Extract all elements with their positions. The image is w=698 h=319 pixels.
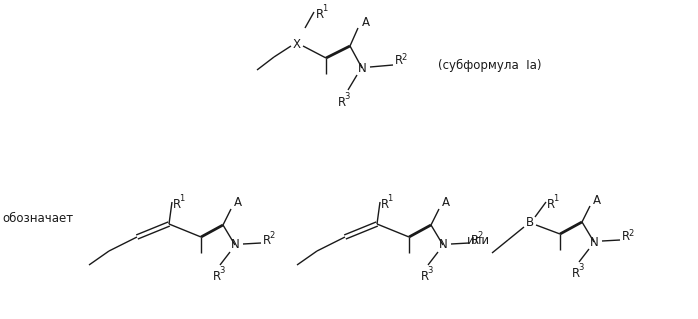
Text: 2: 2 [269, 232, 274, 241]
Text: R: R [173, 198, 181, 211]
Text: A: A [442, 197, 450, 210]
Text: 3: 3 [219, 266, 224, 275]
Text: R: R [421, 270, 429, 283]
Text: 3: 3 [578, 263, 584, 272]
Text: A: A [362, 16, 370, 28]
Text: 2: 2 [401, 53, 406, 62]
Text: R: R [622, 231, 630, 243]
Text: 3: 3 [427, 266, 432, 275]
Text: R: R [263, 234, 271, 247]
Text: 1: 1 [179, 194, 184, 203]
Text: A: A [234, 197, 242, 210]
Text: R: R [395, 55, 403, 68]
Text: R: R [316, 8, 324, 21]
Text: 2: 2 [477, 232, 482, 241]
Text: R: R [213, 270, 221, 283]
Text: X: X [293, 39, 301, 51]
Text: R: R [572, 267, 580, 280]
Text: R: R [471, 234, 479, 247]
Text: N: N [590, 235, 598, 249]
Text: обозначает: обозначает [2, 211, 73, 225]
Text: N: N [438, 239, 447, 251]
Text: 1: 1 [322, 4, 327, 13]
Text: 1: 1 [387, 194, 392, 203]
Text: B: B [526, 216, 534, 228]
Text: (субформула  Ia): (субформула Ia) [438, 58, 542, 71]
Text: R: R [338, 96, 346, 109]
Text: A: A [593, 194, 601, 206]
Text: 2: 2 [628, 228, 633, 238]
Text: 3: 3 [344, 92, 350, 101]
Text: или: или [467, 234, 490, 247]
Text: R: R [381, 198, 389, 211]
Text: N: N [357, 62, 366, 75]
Text: R: R [547, 198, 555, 211]
Text: N: N [230, 239, 239, 251]
Text: 1: 1 [553, 194, 558, 203]
